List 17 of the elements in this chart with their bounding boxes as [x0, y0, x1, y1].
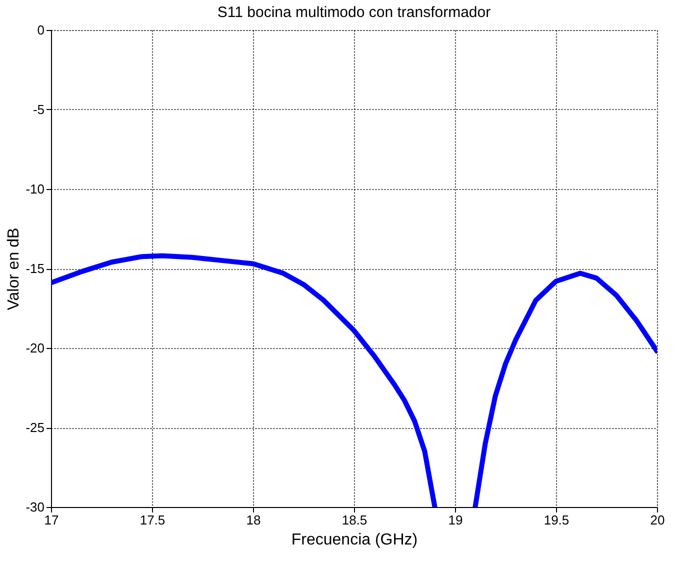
y-tick-label: 0	[37, 22, 44, 38]
x-tick-label: 17.5	[140, 512, 166, 528]
y-tick-label: -15	[26, 261, 44, 276]
x-tick-label: 19	[448, 512, 463, 528]
x-axis-title: Frecuencia (GHz)	[291, 532, 418, 548]
y-axis-title: Valor en dB	[6, 228, 23, 310]
y-tick-label: -20	[26, 340, 44, 356]
x-tick-label: 18	[246, 512, 261, 528]
y-tick-label: -10	[26, 182, 44, 196]
y-tick-label: -25	[26, 420, 44, 435]
x-tick-label: 18.5	[342, 512, 368, 528]
y-tick-label: -30	[26, 500, 44, 514]
x-tick-label: 20	[650, 512, 665, 528]
x-tick-label: 17	[44, 512, 59, 528]
chart-title: S11 bocina multimodo con transformador	[217, 4, 491, 21]
x-tick-label: 19.5	[544, 512, 570, 528]
y-tick-label: -5	[32, 102, 44, 117]
